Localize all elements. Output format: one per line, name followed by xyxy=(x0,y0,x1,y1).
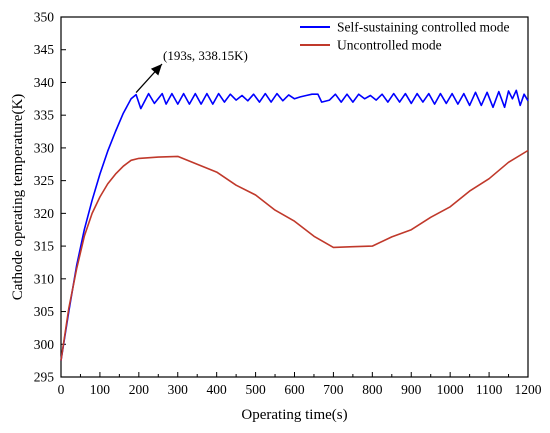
x-tick-label: 700 xyxy=(323,382,344,397)
y-tick-label: 340 xyxy=(34,75,55,90)
y-tick-label: 350 xyxy=(34,10,55,25)
x-tick-label: 100 xyxy=(90,382,111,397)
x-tick-label: 0 xyxy=(58,382,65,397)
y-tick-label: 345 xyxy=(34,42,55,57)
series-line-0 xyxy=(60,89,529,361)
x-tick-label: 1000 xyxy=(437,382,464,397)
annotation: (193s, 338.15K) xyxy=(135,48,248,94)
y-tick-label: 335 xyxy=(34,108,55,123)
x-tick-label: 600 xyxy=(284,382,305,397)
y-axis-label: Cathode operating temperature(K) xyxy=(10,94,26,301)
y-tick-label: 300 xyxy=(34,337,55,352)
x-axis-label: Operating time(s) xyxy=(241,407,347,423)
legend-label-uncontrolled: Uncontrolled mode xyxy=(337,38,442,53)
y-tick-label: 320 xyxy=(34,206,55,221)
x-tick-label: 500 xyxy=(245,382,266,397)
y-tick-label: 325 xyxy=(34,173,55,188)
annotation-arrow-head xyxy=(150,64,162,76)
annotation-label: (193s, 338.15K) xyxy=(163,48,248,63)
legend-label-controlled: Self-sustaining controlled mode xyxy=(337,20,509,35)
x-tick-label: 1200 xyxy=(515,382,542,397)
x-tick-label: 200 xyxy=(129,382,150,397)
x-tick-label: 300 xyxy=(168,382,189,397)
plot-area: 0 100 200 300 400 500 600 700 800 900 1000 1100 1200… xyxy=(34,10,542,398)
y-tick-label: 310 xyxy=(34,271,55,286)
series-line-1 xyxy=(60,149,529,361)
plot-frame xyxy=(60,16,529,378)
x-tick-label: 800 xyxy=(362,382,383,397)
y-tick-label: 315 xyxy=(34,239,55,254)
y-tick-label: 330 xyxy=(34,140,55,155)
x-tick-label: 900 xyxy=(401,382,422,397)
x-tick-label: 400 xyxy=(207,382,228,397)
legend: Self-sustaining controlled mode Uncontro… xyxy=(300,20,509,53)
series-layer xyxy=(60,89,529,361)
y-tick-label: 305 xyxy=(34,304,55,319)
x-tick-label: 1100 xyxy=(476,382,503,397)
y-tick-label: 295 xyxy=(34,370,55,385)
